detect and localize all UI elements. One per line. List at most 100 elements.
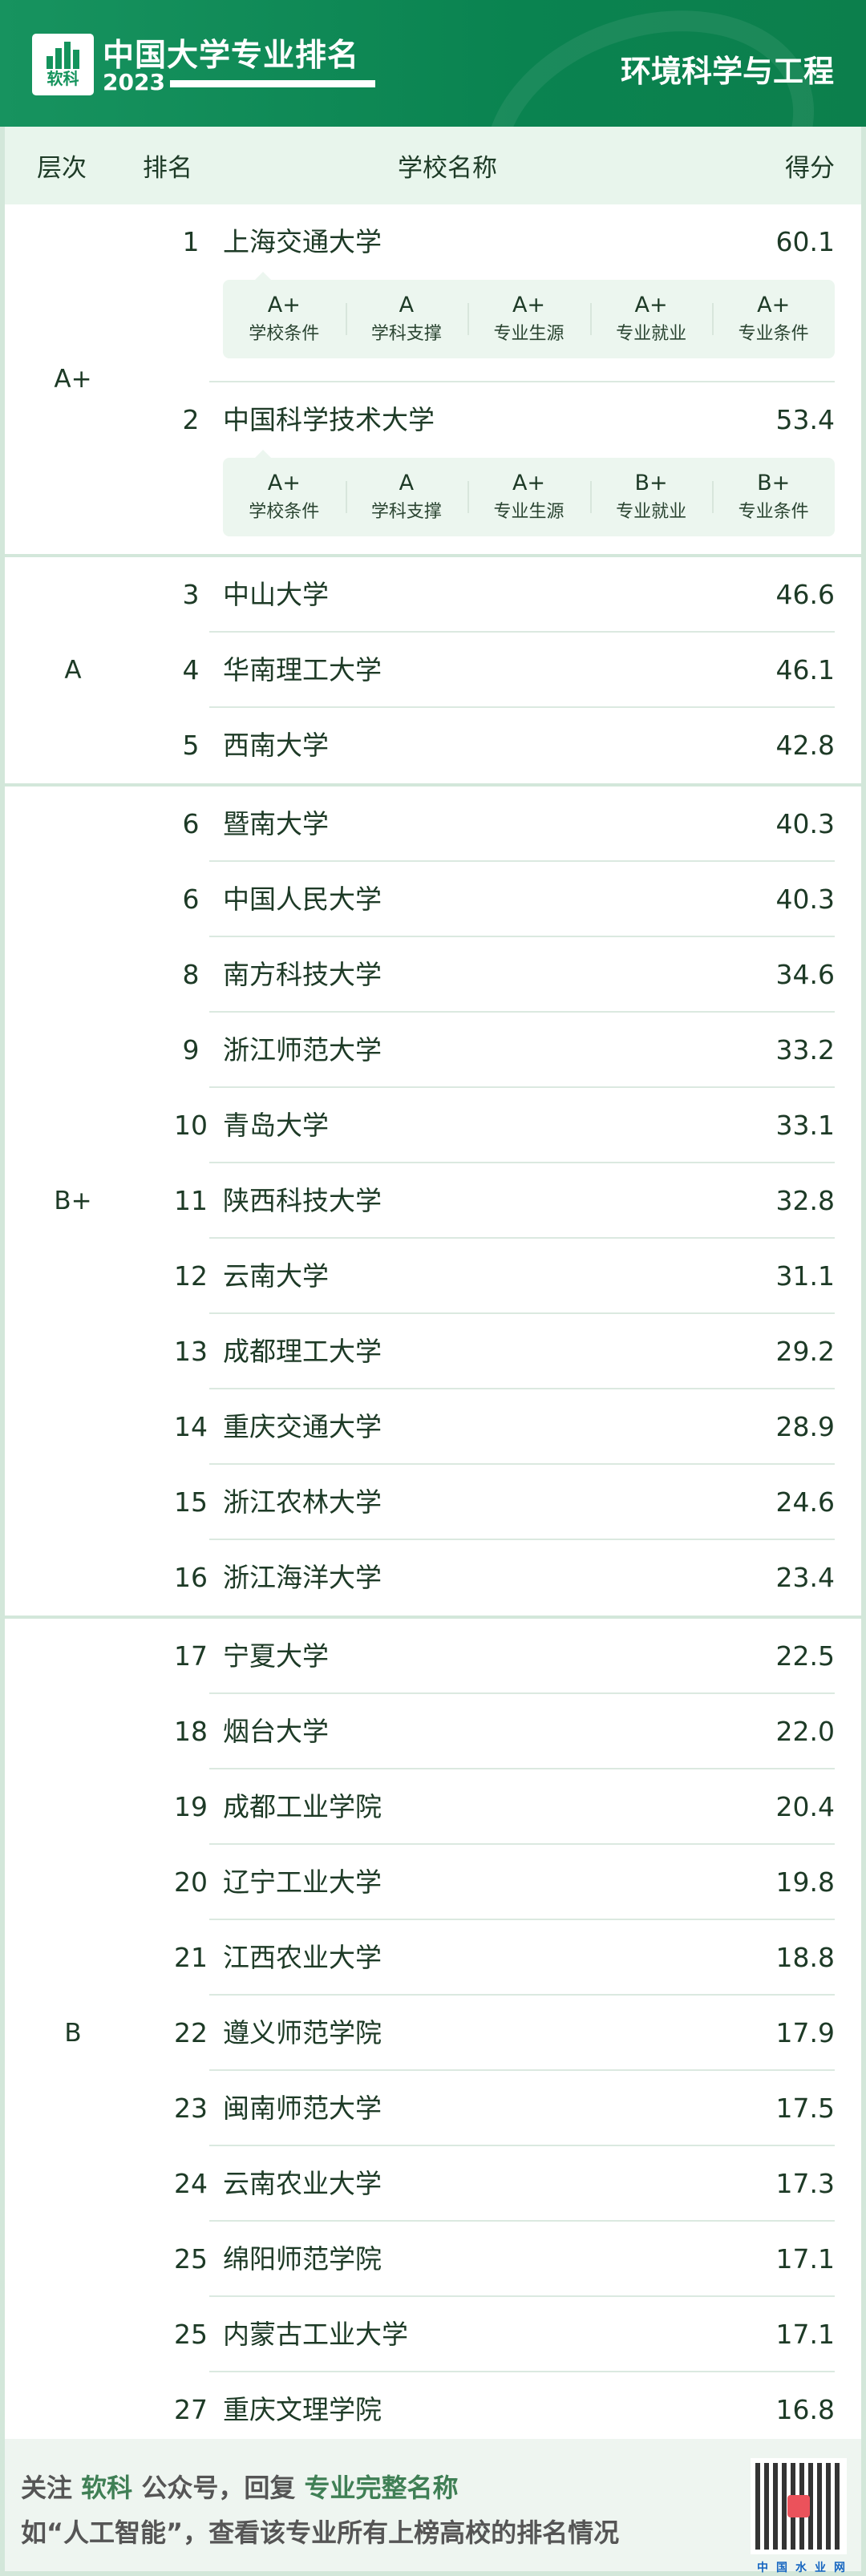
grade-item: B+ 专业条件 — [712, 468, 835, 526]
table-row[interactable]: 25 绵阳师范学院 17.1 — [174, 2222, 835, 2297]
school-name: 成都工业学院 — [223, 1791, 382, 1822]
table-row[interactable]: 10 青岛大学 33.1 — [174, 1088, 835, 1163]
score: 40.3 — [775, 884, 835, 915]
ranking-table: 层次 排名 学校名称 得分 A+ 1 上海交通大学 60.1 A+ 学校条件 A 学科支撑 A+… — [5, 127, 861, 2451]
rank: 25 — [174, 2243, 208, 2275]
table-row[interactable]: 6 中国人民大学 40.3 — [183, 862, 835, 937]
rank: 23 — [174, 2093, 208, 2124]
logo-text: 软科 — [47, 68, 79, 88]
score: 32.8 — [775, 1185, 835, 1216]
table-row[interactable]: 2 中国科学技术大学 53.4 — [183, 382, 836, 458]
table-row[interactable]: 25 内蒙古工业大学 17.1 — [174, 2297, 835, 2372]
score: 42.8 — [775, 730, 835, 761]
grade-value: A+ — [634, 293, 668, 317]
rank: 12 — [174, 1260, 208, 1292]
rank: 11 — [174, 1185, 208, 1216]
table-row[interactable]: 1 上海交通大学 60.1 — [183, 204, 836, 280]
col-level: 层次 — [37, 154, 87, 183]
school-name: 青岛大学 — [223, 1110, 329, 1141]
school-name: 云南农业大学 — [223, 2168, 382, 2199]
table-row[interactable]: 18 烟台大学 22.0 — [174, 1694, 835, 1769]
page-title: 中国大学专业排名 — [103, 38, 360, 74]
school-name: 上海交通大学 — [223, 226, 382, 257]
rank: 6 — [182, 884, 200, 915]
table-row[interactable]: 9 浙江师范大学 33.2 — [183, 1013, 835, 1088]
grade-item: A 学科支撑 — [345, 468, 468, 526]
score: 33.1 — [775, 1110, 835, 1141]
table-row[interactable]: 16 浙江海洋大学 23.4 — [174, 1540, 835, 1616]
school-name: 西南大学 — [223, 730, 329, 761]
school-name: 成都理工大学 — [223, 1336, 382, 1367]
score: 17.1 — [775, 2319, 835, 2350]
table-row[interactable]: 23 闽南师范大学 17.5 — [174, 2071, 835, 2146]
grade-item: A+ 学校条件 — [223, 290, 346, 348]
rank: 15 — [174, 1486, 208, 1518]
rank: 4 — [182, 654, 200, 685]
score: 46.1 — [775, 654, 835, 685]
school-name: 暨南大学 — [223, 808, 329, 839]
school-name: 烟台大学 — [223, 1716, 329, 1747]
school-group: 1 上海交通大学 60.1 A+ 学校条件 A 学科支撑 A+ 专业生源 A+ 专业就业 A+ 专业条件 — [183, 204, 836, 382]
school-name: 中山大学 — [223, 579, 329, 610]
table-row[interactable]: 11 陕西科技大学 32.8 — [174, 1163, 835, 1239]
grade-label: 专业生源 — [493, 502, 565, 522]
col-name: 学校名称 — [398, 154, 497, 183]
table-row[interactable]: 12 云南大学 31.1 — [174, 1239, 835, 1314]
school-name: 内蒙古工业大学 — [223, 2319, 408, 2350]
table-row[interactable]: 19 成都工业学院 20.4 — [174, 1769, 835, 1845]
grade-item: A+ 专业生源 — [467, 290, 590, 348]
school-name: 陕西科技大学 — [223, 1185, 382, 1216]
table-row[interactable]: 13 成都理工大学 29.2 — [174, 1314, 835, 1389]
table-row[interactable]: 6 暨南大学 40.3 — [183, 787, 835, 862]
level-label: A+ — [54, 365, 92, 394]
header-banner: 软科 中国大学专业排名 2023 环境科学与工程 — [0, 0, 866, 127]
rank: 3 — [182, 579, 200, 610]
table-row[interactable]: 4 华南理工大学 46.1 — [183, 633, 835, 708]
major-name: 环境科学与工程 — [620, 54, 834, 89]
rank: 22 — [174, 2017, 208, 2048]
watermark: 中国水业网 — [757, 2562, 853, 2574]
footer: 关注 软科 公众号，回复 专业完整名称 如“人工智能”，查看该专业所有上榜高校的… — [5, 2439, 861, 2574]
qr-code[interactable] — [751, 2458, 847, 2554]
school-name: 南方科技大学 — [223, 959, 382, 990]
score: 22.0 — [775, 1716, 835, 1747]
school-name: 重庆文理学院 — [223, 2394, 382, 2425]
score: 17.9 — [775, 2017, 835, 2048]
school-name: 绵阳师范学院 — [223, 2243, 382, 2275]
school-name: 中国人民大学 — [223, 884, 382, 915]
score: 23.4 — [775, 1562, 835, 1593]
table-row[interactable]: 21 江西农业大学 18.8 — [174, 1920, 835, 1996]
score: 16.8 — [775, 2394, 835, 2425]
score: 18.8 — [775, 1942, 835, 1973]
table-row[interactable]: 8 南方科技大学 34.6 — [183, 937, 835, 1013]
grade-breakdown: A+ 学校条件 A 学科支撑 A+ 专业生源 B+ 专业就业 B+ 专业条件 — [223, 450, 835, 536]
grade-breakdown: A+ 学校条件 A 学科支撑 A+ 专业生源 A+ 专业就业 A+ 专业条件 — [223, 272, 835, 358]
score: 28.9 — [775, 1411, 835, 1442]
score: 60.1 — [775, 226, 835, 257]
school-name: 浙江海洋大学 — [223, 1562, 382, 1593]
score: 29.2 — [775, 1336, 835, 1367]
score: 20.4 — [775, 1791, 835, 1822]
score: 33.2 — [775, 1034, 835, 1066]
rank: 9 — [182, 1034, 200, 1066]
grade-value: B+ — [757, 471, 791, 495]
score: 40.3 — [775, 808, 835, 839]
school-name: 辽宁工业大学 — [223, 1866, 382, 1898]
table-row[interactable]: 15 浙江农林大学 24.6 — [174, 1465, 835, 1540]
table-row[interactable]: 14 重庆交通大学 28.9 — [174, 1389, 835, 1465]
table-row[interactable]: 27 重庆文理学院 16.8 — [174, 2372, 835, 2448]
table-row[interactable]: 20 辽宁工业大学 19.8 — [174, 1845, 835, 1920]
rank: 5 — [182, 730, 200, 761]
grade-label: 专业条件 — [738, 324, 809, 344]
table-row[interactable]: 22 遵义师范学院 17.9 — [174, 1996, 835, 2071]
table-row[interactable]: 24 云南农业大学 17.3 — [174, 2146, 835, 2222]
school-name: 重庆交通大学 — [223, 1411, 382, 1442]
table-row[interactable]: 17 宁夏大学 22.5 — [174, 1619, 835, 1694]
grade-value: A+ — [757, 293, 791, 317]
grade-item: A+ 专业生源 — [467, 468, 590, 526]
table-row[interactable]: 3 中山大学 46.6 — [183, 557, 835, 633]
score: 31.1 — [775, 1260, 835, 1292]
level-label: A — [64, 656, 82, 685]
table-row[interactable]: 5 西南大学 42.8 — [183, 708, 836, 783]
footer-line-2: 如“人工智能”，查看该专业所有上榜高校的排名情况 — [21, 2517, 620, 2548]
